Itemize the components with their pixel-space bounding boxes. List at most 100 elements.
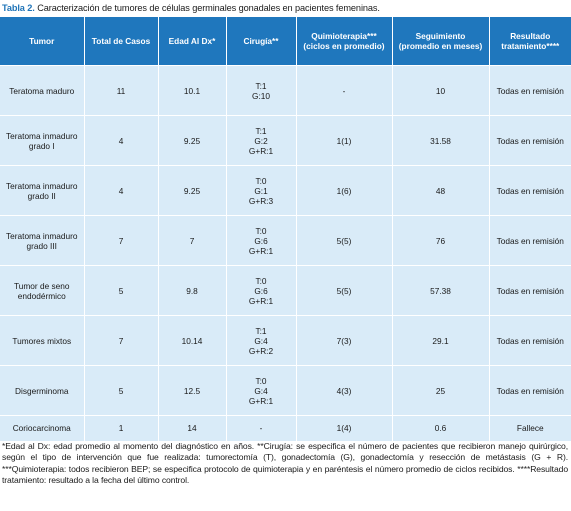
header-quimioterapia: Quimioterapia*** (ciclos en promedio): [296, 17, 393, 66]
table-row: Disgerminoma 5 12.5 T:0 G:4 G+R:1 4(3) 25 Todas …: [0, 365, 571, 416]
cirugia-line: T:0: [255, 225, 267, 236]
cell-tumor: Tumor de seno endodérmico: [0, 265, 85, 316]
cirugia-line: G+R:1: [248, 145, 274, 156]
header-tumor: Tumor: [0, 17, 85, 66]
cell-casos: 11: [84, 65, 159, 116]
table-row: Tumor de seno endodérmico 5 9.8 T:0 G:6 G+R:1…: [0, 265, 571, 316]
cirugia-line: T:0: [255, 175, 267, 186]
table-row: Coriocarcinoma 1 14 - 1(4) 0.6 Fallece: [0, 415, 571, 441]
table-row: Teratoma inmaduro grado III 7 7 T:0 G:6 G+R:1…: [0, 215, 571, 266]
cirugia-line: G:6: [254, 285, 268, 296]
cirugia-line: G:2: [254, 135, 268, 146]
cell-edad: 10.14: [158, 315, 227, 366]
table-footnote: *Edad al Dx: edad promedio al momento de…: [2, 441, 568, 485]
cell-tumor: Teratoma inmaduro grado III: [0, 215, 85, 266]
cirugia-line: G:4: [254, 385, 268, 396]
cell-quimio: 1(1): [296, 115, 393, 166]
cirugia-line: G:10: [252, 90, 270, 101]
cell-tumor: Disgerminoma: [0, 365, 85, 416]
cell-tumor: Teratoma inmaduro grado I: [0, 115, 85, 166]
cell-seguimiento: 10: [392, 65, 490, 116]
cell-casos: 4: [84, 165, 159, 216]
cell-casos: 7: [84, 315, 159, 366]
cell-quimio: 1(6): [296, 165, 393, 216]
cell-edad: 9.8: [158, 265, 227, 316]
cell-edad: 10.1: [158, 65, 227, 116]
cell-cirugia: T:0 G:4 G+R:1: [226, 365, 297, 416]
cell-cirugia: -: [226, 415, 297, 441]
cell-resultado: Todas en remisión: [489, 115, 571, 166]
cell-tumor: Tumores mixtos: [0, 315, 85, 366]
cell-casos: 5: [84, 365, 159, 416]
cell-casos: 4: [84, 115, 159, 166]
cell-quimio: 1(4): [296, 415, 393, 441]
header-resultado: Resultado tratamiento****: [489, 17, 571, 66]
cell-quimio: 5(5): [296, 265, 393, 316]
cell-edad: 7: [158, 215, 227, 266]
cell-cirugia: T:1 G:4 G+R:2: [226, 315, 297, 366]
cell-seguimiento: 48: [392, 165, 490, 216]
cell-quimio: 4(3): [296, 365, 393, 416]
cell-quimio: -: [296, 65, 393, 116]
cirugia-line: T:1: [255, 80, 267, 91]
cell-seguimiento: 29.1: [392, 315, 490, 366]
cell-resultado: Todas en remisión: [489, 65, 571, 116]
cirugia-line: G+R:3: [248, 195, 274, 206]
table-row: Tumores mixtos 7 10.14 T:1 G:4 G+R:2 7(3) 29.1 T…: [0, 315, 571, 366]
header-total-casos: Total de Casos: [84, 17, 159, 66]
table-body: Teratoma maduro 11 10.1 T:1 G:10-10 Todas en …: [0, 65, 571, 441]
cell-resultado: Todas en remisión: [489, 215, 571, 266]
cell-seguimiento: 31.58: [392, 115, 490, 166]
cell-resultado: Todas en remisión: [489, 265, 571, 316]
cirugia-line: -: [259, 423, 263, 434]
cell-edad: 12.5: [158, 365, 227, 416]
cell-casos: 7: [84, 215, 159, 266]
cirugia-line: G+R:1: [248, 295, 274, 306]
cell-resultado: Fallece: [489, 415, 571, 441]
cell-seguimiento: 76: [392, 215, 490, 266]
cirugia-line: T:0: [255, 375, 267, 386]
cirugia-line: T:1: [255, 325, 267, 336]
cell-tumor: Coriocarcinoma: [0, 415, 85, 441]
cell-quimio: 5(5): [296, 215, 393, 266]
cell-tumor: Teratoma inmaduro grado II: [0, 165, 85, 216]
cirugia-line: T:0: [255, 275, 267, 286]
header-edad: Edad Al Dx*: [158, 17, 227, 66]
cirugia-line: G+R:1: [248, 395, 274, 406]
cell-resultado: Todas en remisión: [489, 165, 571, 216]
cell-seguimiento: 25: [392, 365, 490, 416]
cell-seguimiento: 0.6: [392, 415, 490, 441]
cell-cirugia: T:0 G:1 G+R:3: [226, 165, 297, 216]
cirugia-line: G:6: [254, 235, 268, 246]
cirugia-line: G+R:1: [248, 245, 274, 256]
table-header-row: Tumor Total de Casos Edad Al Dx* Cirugía…: [0, 17, 571, 66]
cell-edad: 9.25: [158, 115, 227, 166]
cell-casos: 5: [84, 265, 159, 316]
cell-casos: 1: [84, 415, 159, 441]
cirugia-line: T:1: [255, 125, 267, 136]
caption-label: Tabla 2.: [2, 3, 35, 13]
cirugia-line: G:1: [254, 185, 268, 196]
header-cirugia: Cirugía**: [226, 17, 297, 66]
cirugia-line: G+R:2: [248, 345, 274, 356]
header-seguimiento: Seguimiento (promedio en meses): [392, 17, 490, 66]
cell-cirugia: T:0 G:6 G+R:1: [226, 265, 297, 316]
caption-text: Caracterización de tumores de células ge…: [37, 3, 380, 13]
cell-resultado: Todas en remisión: [489, 365, 571, 416]
table-row: Teratoma inmaduro grado II 4 9.25 T:0 G:1 G+R…: [0, 165, 571, 216]
cell-edad: 14: [158, 415, 227, 441]
cell-cirugia: T:0 G:6 G+R:1: [226, 215, 297, 266]
table-caption: Tabla 2. Caracterización de tumores de c…: [2, 3, 380, 14]
cell-seguimiento: 57.38: [392, 265, 490, 316]
cell-cirugia: T:1 G:10: [226, 65, 297, 116]
cell-tumor: Teratoma maduro: [0, 65, 85, 116]
table-row: Teratoma maduro 11 10.1 T:1 G:10-10 Todas en …: [0, 65, 571, 116]
cirugia-line: G:4: [254, 335, 268, 346]
table-row: Teratoma inmaduro grado I 4 9.25 T:1 G:2 G+R:…: [0, 115, 571, 166]
cell-quimio: 7(3): [296, 315, 393, 366]
cell-cirugia: T:1 G:2 G+R:1: [226, 115, 297, 166]
cell-resultado: Todas en remisión: [489, 315, 571, 366]
germ-cell-tumor-table: Tumor Total de Casos Edad Al Dx* Cirugía…: [0, 17, 571, 441]
cell-edad: 9.25: [158, 165, 227, 216]
